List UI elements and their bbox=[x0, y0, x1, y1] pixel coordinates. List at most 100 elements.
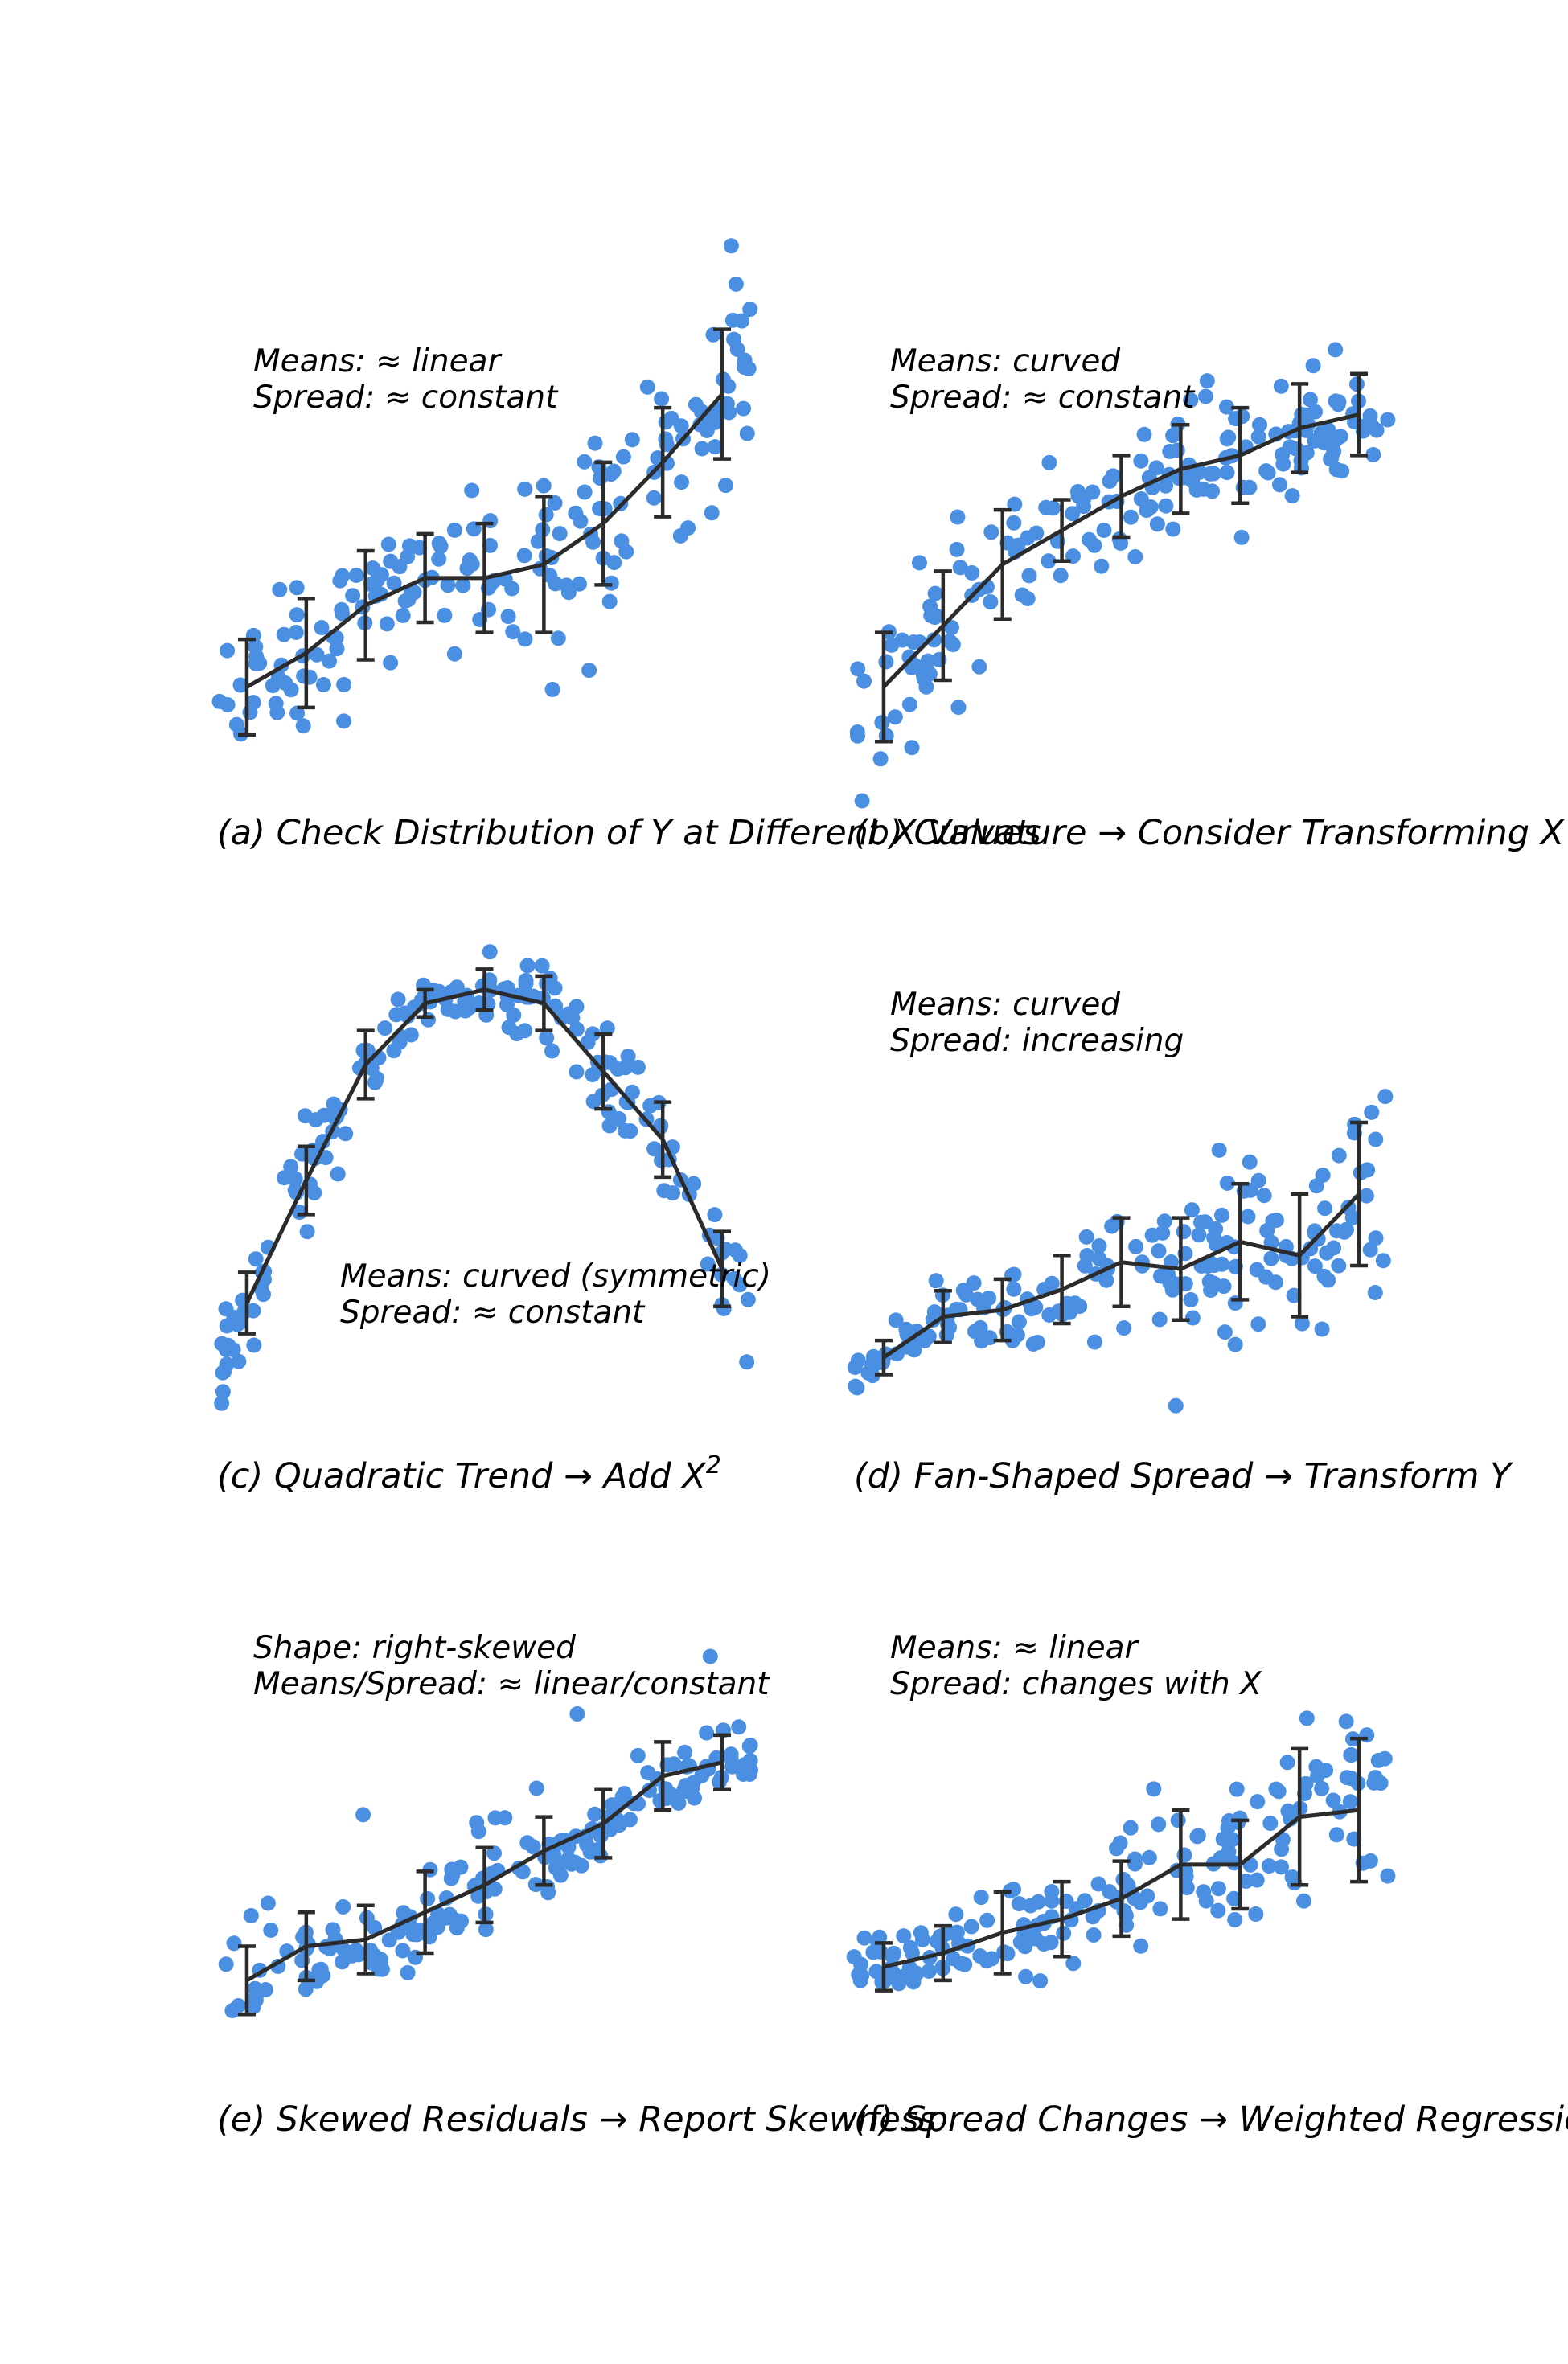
scatter-point bbox=[338, 1126, 354, 1142]
scatter-point bbox=[392, 1034, 408, 1050]
scatter-point bbox=[1012, 1896, 1027, 1912]
scatter-point bbox=[1041, 454, 1057, 470]
scatter-point bbox=[739, 425, 755, 441]
scatter-point bbox=[462, 999, 478, 1016]
scatter-point bbox=[1219, 431, 1235, 447]
caption-f: (f) Spread Changes → Weighted Regression bbox=[854, 2099, 1568, 2140]
scatter-point bbox=[1128, 1238, 1144, 1254]
scatter-point bbox=[850, 1352, 866, 1369]
scatter-point bbox=[216, 1364, 232, 1380]
scatter-point bbox=[446, 522, 462, 538]
scatter-point bbox=[559, 577, 574, 593]
error-bar bbox=[654, 1100, 672, 1180]
scatter-point bbox=[1115, 1871, 1131, 1887]
annotation-c-line-2: Spread: ≈ constant bbox=[340, 1295, 646, 1331]
scatter-point bbox=[1151, 1311, 1168, 1328]
error-bar bbox=[475, 1845, 494, 1925]
scatter-point bbox=[455, 577, 471, 593]
scatter-point bbox=[1096, 523, 1112, 538]
scatter-point bbox=[1358, 1188, 1374, 1204]
scatter-point bbox=[585, 1067, 601, 1083]
scatter-point bbox=[289, 580, 305, 596]
scatter-point bbox=[1053, 568, 1069, 584]
scatter-point bbox=[712, 1774, 727, 1790]
scatter-point bbox=[700, 1256, 716, 1272]
scatter-point bbox=[1307, 1258, 1323, 1274]
scatter-point bbox=[927, 585, 943, 601]
scatter-point bbox=[406, 585, 422, 601]
scatter-point bbox=[726, 331, 742, 347]
scatter-point bbox=[1296, 1893, 1311, 1909]
scatter-point bbox=[289, 705, 306, 721]
error-bar bbox=[1172, 1808, 1190, 1921]
scatter-point bbox=[1362, 1242, 1378, 1258]
error-bar bbox=[1112, 1859, 1131, 1939]
scatter-point bbox=[283, 682, 299, 698]
error-bar bbox=[1053, 1254, 1071, 1326]
scatter-point bbox=[345, 588, 361, 604]
error-bar bbox=[1172, 1216, 1190, 1322]
scatter-point bbox=[1313, 425, 1329, 441]
error-bar bbox=[713, 1229, 732, 1309]
scatter-point bbox=[740, 1291, 756, 1307]
scatter-point bbox=[539, 1030, 555, 1046]
scatter-point bbox=[1149, 516, 1165, 532]
scatter-point bbox=[421, 1012, 436, 1028]
scatter-point bbox=[1314, 1321, 1330, 1337]
scatter-point bbox=[622, 1812, 638, 1828]
scatter-point bbox=[1094, 558, 1110, 574]
scatter-point bbox=[283, 1159, 299, 1175]
error-bar bbox=[993, 1277, 1012, 1343]
scatter-point bbox=[1006, 1281, 1022, 1297]
scatter-point bbox=[272, 581, 288, 597]
scatter-point bbox=[325, 1922, 341, 1938]
scatter-point bbox=[395, 608, 411, 623]
scatter-point bbox=[885, 1948, 901, 1964]
scatter-point bbox=[1377, 1750, 1393, 1767]
scatter-point bbox=[1326, 1240, 1342, 1256]
scatter-point bbox=[314, 620, 330, 636]
scatter-point bbox=[1262, 1816, 1279, 1831]
scatter-point bbox=[1206, 1229, 1222, 1246]
scatter-point bbox=[1275, 456, 1291, 472]
scatter-point bbox=[1314, 1780, 1330, 1796]
scatter-point bbox=[1317, 1200, 1333, 1217]
scatter-point bbox=[967, 1324, 983, 1340]
scatter-point bbox=[248, 638, 264, 655]
scatter-point bbox=[950, 509, 966, 525]
error-bar bbox=[475, 521, 494, 634]
error-bar bbox=[1053, 498, 1071, 563]
scatter-point bbox=[462, 552, 478, 568]
scatter-point bbox=[1020, 591, 1036, 606]
scatter-point bbox=[277, 1170, 292, 1186]
scatter-point bbox=[665, 1185, 681, 1201]
scatter-point bbox=[742, 302, 758, 318]
scatter-point bbox=[256, 1287, 271, 1303]
scatter-point bbox=[518, 972, 534, 988]
scatter-point bbox=[1210, 1881, 1226, 1897]
scatter-point bbox=[1242, 1154, 1258, 1170]
scatter-point bbox=[982, 1330, 998, 1346]
scatter-point bbox=[1252, 417, 1267, 433]
scatter-point bbox=[587, 1806, 603, 1822]
scatter-point bbox=[630, 1059, 646, 1075]
scatter-point bbox=[913, 1925, 929, 1941]
scatter-point bbox=[1018, 1968, 1034, 1984]
scatter-point bbox=[438, 1910, 454, 1926]
scatter-point bbox=[1219, 1175, 1235, 1191]
annotation-c-line-1: Means: curved (symmetric) bbox=[340, 1258, 771, 1295]
scatter-point bbox=[1205, 483, 1220, 499]
scatter-point bbox=[1364, 418, 1380, 434]
scatter-point bbox=[379, 616, 395, 632]
scatter-point bbox=[1226, 1890, 1242, 1906]
scatter-point bbox=[1284, 488, 1300, 504]
scatter-point bbox=[737, 352, 753, 368]
scatter-point bbox=[1044, 1893, 1060, 1909]
scatter-point bbox=[1213, 1850, 1229, 1866]
scatter-point bbox=[1091, 1238, 1107, 1254]
error-bar bbox=[1350, 1120, 1369, 1268]
scatter-point bbox=[295, 718, 311, 734]
